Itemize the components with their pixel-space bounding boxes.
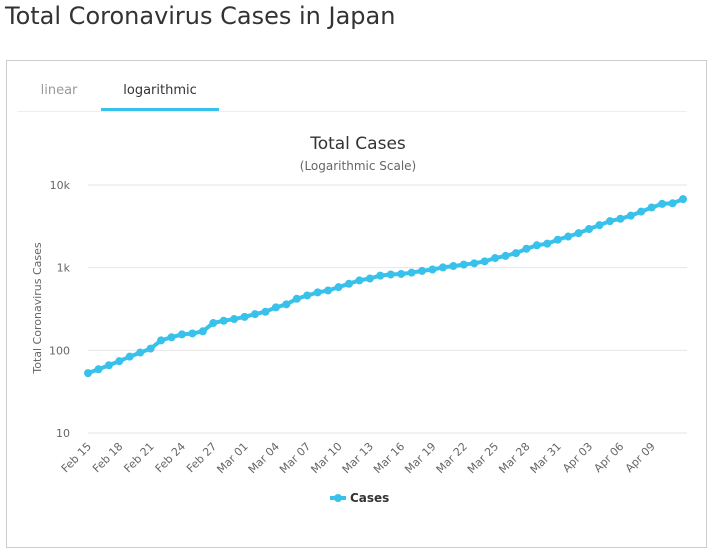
data-point[interactable] xyxy=(438,263,447,272)
legend-symbol-marker xyxy=(334,494,342,502)
data-point[interactable] xyxy=(647,203,656,212)
data-point[interactable] xyxy=(115,357,124,366)
data-point[interactable] xyxy=(616,214,625,223)
data-point[interactable] xyxy=(397,269,406,278)
x-tick-label: Apr 03 xyxy=(560,440,595,475)
x-tick-label: Mar 10 xyxy=(308,440,344,476)
chart-title: Total Cases xyxy=(309,134,406,154)
series-line-cases xyxy=(86,197,685,376)
data-point[interactable] xyxy=(407,268,416,277)
data-point[interactable] xyxy=(84,369,92,378)
chart-subtitle: (Logarithmic Scale) xyxy=(300,159,416,173)
data-point[interactable] xyxy=(219,316,228,325)
data-point[interactable] xyxy=(230,315,239,324)
x-tick-label: Feb 27 xyxy=(184,440,219,475)
x-tick-label: Mar 07 xyxy=(277,440,313,476)
data-point[interactable] xyxy=(324,286,333,295)
scale-tabs: linear logarithmic xyxy=(17,61,687,112)
data-point[interactable] xyxy=(157,336,166,345)
x-tick-label: Feb 21 xyxy=(121,440,156,475)
y-tick-label: 1k xyxy=(57,262,71,275)
data-point[interactable] xyxy=(386,270,395,279)
chart-panel: linear logarithmic xyxy=(6,60,707,548)
data-point[interactable] xyxy=(355,276,364,285)
y-tick-label: 10k xyxy=(50,179,71,192)
legend-item-cases[interactable]: Cases xyxy=(350,491,389,505)
data-point[interactable] xyxy=(303,291,312,300)
data-point[interactable] xyxy=(334,283,343,292)
data-point[interactable] xyxy=(470,259,479,268)
data-point[interactable] xyxy=(198,327,207,336)
data-point[interactable] xyxy=(532,241,541,250)
x-tick-label: Mar 13 xyxy=(340,440,376,476)
data-point[interactable] xyxy=(94,365,103,374)
data-point[interactable] xyxy=(418,266,427,275)
data-point[interactable] xyxy=(605,217,614,226)
data-point[interactable] xyxy=(511,249,520,258)
data-point[interactable] xyxy=(136,348,145,357)
data-point[interactable] xyxy=(146,344,155,353)
tab-logarithmic[interactable]: logarithmic xyxy=(101,61,219,111)
data-point[interactable] xyxy=(459,260,468,269)
data-point[interactable] xyxy=(177,330,186,339)
data-point[interactable] xyxy=(167,333,176,342)
data-point[interactable] xyxy=(125,352,134,361)
data-point[interactable] xyxy=(104,361,113,370)
x-tick-label: Mar 04 xyxy=(246,440,282,476)
grid-lines xyxy=(88,184,687,434)
data-point[interactable] xyxy=(658,199,667,208)
y-tick-label: 10 xyxy=(56,427,70,440)
legend[interactable]: Cases xyxy=(330,491,389,505)
series-cases xyxy=(84,195,687,378)
data-point[interactable] xyxy=(344,279,353,288)
x-tick-label: Mar 01 xyxy=(214,440,250,476)
tab-linear[interactable]: linear xyxy=(40,83,78,98)
data-point[interactable] xyxy=(376,271,385,280)
data-point[interactable] xyxy=(449,262,458,271)
x-tick-label: Feb 24 xyxy=(153,440,188,475)
x-tick-label: Mar 22 xyxy=(434,440,470,476)
page-title: Total Coronavirus Cases in Japan xyxy=(5,2,396,30)
data-point[interactable] xyxy=(626,211,635,220)
data-point[interactable] xyxy=(282,300,291,309)
data-point[interactable] xyxy=(271,303,280,312)
data-point[interactable] xyxy=(522,244,531,253)
data-point[interactable] xyxy=(188,329,197,338)
x-tick-label: Apr 06 xyxy=(591,440,626,475)
data-point[interactable] xyxy=(240,312,249,321)
y-axis-title: Total Coronavirus Cases xyxy=(31,242,44,375)
x-tick-label: Feb 15 xyxy=(59,440,94,475)
x-tick-label: Apr 09 xyxy=(623,440,658,475)
data-point[interactable] xyxy=(365,274,374,283)
data-point[interactable] xyxy=(679,195,687,204)
data-point[interactable] xyxy=(574,229,583,238)
data-point[interactable] xyxy=(251,310,260,319)
x-tick-label: Mar 16 xyxy=(371,440,407,476)
data-point[interactable] xyxy=(209,319,218,328)
data-point[interactable] xyxy=(637,207,646,216)
data-point[interactable] xyxy=(313,288,322,297)
y-axis-ticks: 10 100 1k 10k xyxy=(49,179,71,440)
data-point[interactable] xyxy=(564,232,573,241)
x-tick-label: Feb 18 xyxy=(90,440,125,475)
data-point[interactable] xyxy=(261,307,270,316)
data-point[interactable] xyxy=(585,225,594,234)
data-point[interactable] xyxy=(491,254,500,263)
data-point[interactable] xyxy=(292,294,301,303)
data-point[interactable] xyxy=(501,251,510,260)
data-point[interactable] xyxy=(480,257,489,266)
x-tick-label: Mar 19 xyxy=(402,440,438,476)
data-point[interactable] xyxy=(543,239,552,248)
x-tick-label: Mar 31 xyxy=(528,440,564,476)
data-point[interactable] xyxy=(553,235,562,244)
data-point[interactable] xyxy=(428,265,437,274)
data-point[interactable] xyxy=(668,199,677,208)
data-point[interactable] xyxy=(595,221,604,230)
x-tick-label: Mar 28 xyxy=(496,440,532,476)
x-tick-label: Mar 25 xyxy=(465,440,501,476)
y-tick-label: 100 xyxy=(49,344,70,357)
